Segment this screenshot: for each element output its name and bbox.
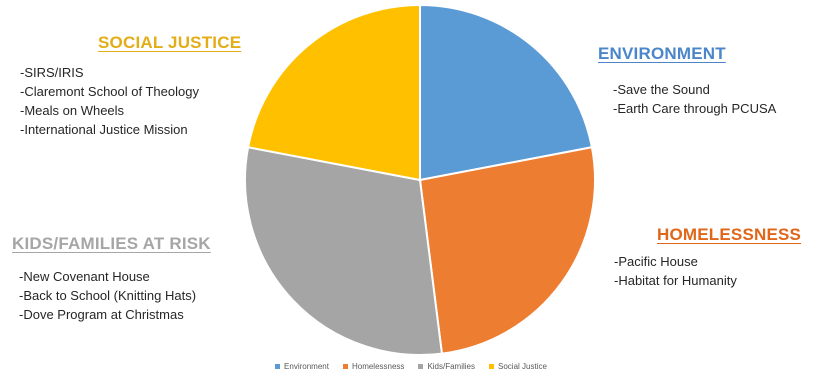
legend-label: Homelessness (351, 362, 405, 371)
legend-entry-social-justice: Social Justice (489, 362, 547, 371)
environment-heading: ENVIRONMENT (598, 44, 726, 63)
slice-social-justice (246, 3, 421, 182)
legend-label: Kids/Families (427, 362, 476, 371)
slice-environment (419, 3, 594, 182)
legend-entry-homelessness: Homelessness (342, 362, 405, 371)
kids-families-item: -New Covenant House (19, 269, 150, 284)
environment-item: -Save the Sound (613, 82, 710, 97)
chart-legend: Environment Homelessness Kids/Families S… (0, 362, 822, 371)
kids-families-item: -Dove Program at Christmas (19, 307, 184, 322)
legend-swatch (418, 364, 424, 369)
legend-swatch (275, 364, 281, 369)
environment-list: -Save the Sound -Earth Care through PCUS… (613, 80, 776, 118)
social-justice-heading: SOCIAL JUSTICE (98, 33, 242, 52)
kids-families-list: -New Covenant House -Back to School (Kni… (19, 267, 196, 324)
social-justice-item: -Claremont School of Theology (20, 84, 199, 99)
legend-entry-environment: Environment (275, 362, 329, 371)
legend-swatch (489, 364, 495, 369)
social-justice-item: -SIRS/IRIS (20, 65, 84, 80)
social-justice-item: -International Justice Mission (20, 122, 188, 137)
social-justice-item: -Meals on Wheels (20, 103, 125, 118)
kids-families-heading: KIDS/FAMILIES AT RISK (12, 234, 211, 253)
legend-label: Environment (284, 362, 329, 371)
legend-label: Social Justice (498, 362, 547, 371)
social-justice-list: -SIRS/IRIS -Claremont School of Theology… (20, 63, 199, 139)
legend-swatch (342, 364, 348, 369)
homelessness-list: -Pacific House -Habitat for Humanity (614, 252, 737, 290)
slice-kids-families (244, 146, 444, 356)
kids-families-item: -Back to School (Knitting Hats) (19, 288, 197, 303)
legend-entry-kids-families: Kids/Families (418, 362, 475, 371)
homelessness-heading: HOMELESSNESS (657, 225, 802, 244)
homelessness-item: -Habitat for Humanity (614, 273, 737, 288)
homelessness-item: -Pacific House (614, 254, 698, 269)
slice-homelessness (418, 146, 596, 355)
environment-item: -Earth Care through PCUSA (613, 101, 777, 116)
